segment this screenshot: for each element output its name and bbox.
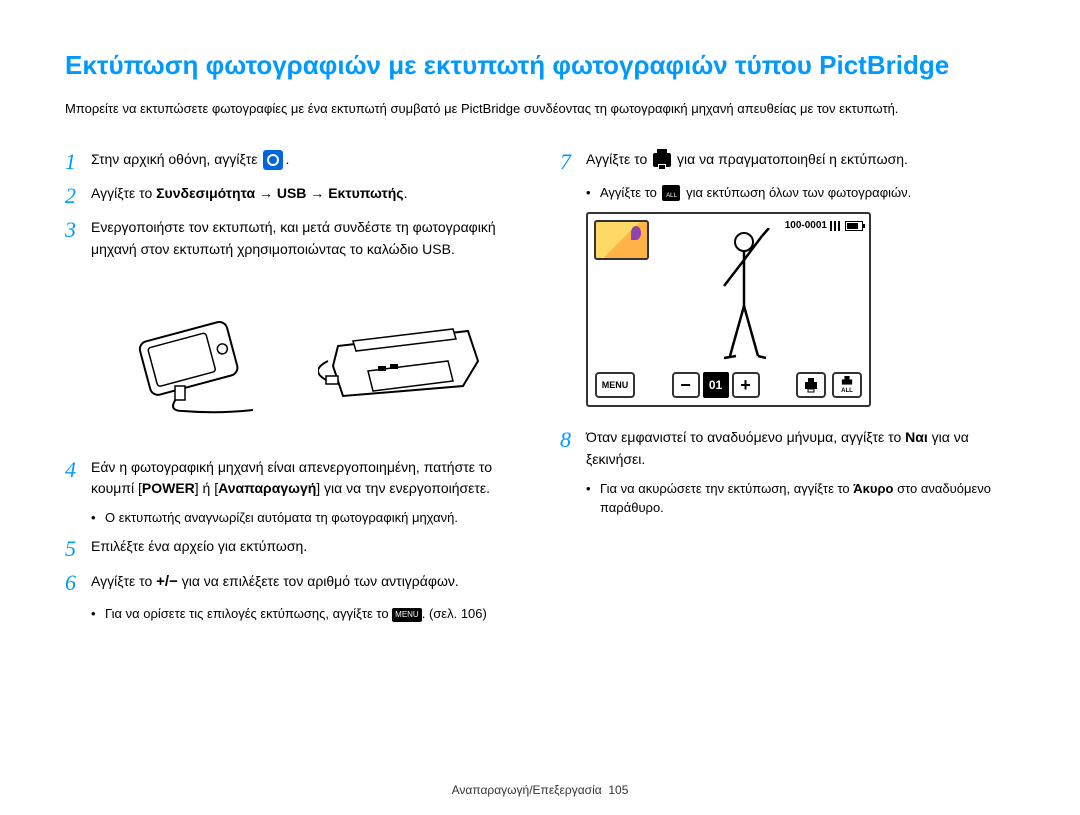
signal-icon — [830, 221, 842, 231]
connection-diagram — [91, 271, 520, 441]
step-text: Όταν εμφανιστεί το αναδυόμενο μήνυμα, αγ… — [586, 427, 1015, 470]
step-number: 5 — [65, 536, 91, 562]
bullet-dot: • — [91, 508, 105, 528]
step-text: Στην αρχική οθόνη, αγγίξτε . — [91, 149, 520, 171]
t: ] ή [ — [195, 480, 218, 496]
battery-icon — [845, 221, 863, 231]
step-3: 3 Ενεργοποιήστε τον εκτυπωτή, και μετά σ… — [65, 217, 520, 260]
step-number: 7 — [560, 149, 586, 175]
step-number: 2 — [65, 183, 91, 209]
bullet: • Αγγίξτε το ALL για εκτύπωση όλων των φ… — [586, 183, 1015, 203]
bullet: • Για να ακυρώσετε την εκτύπωση, αγγίξτε… — [586, 479, 1015, 518]
footer-section: Αναπαραγωγή/Επεξεργασία — [452, 783, 602, 797]
bullet-dot: • — [586, 479, 600, 518]
print-all-icon: ALL — [662, 185, 680, 201]
step-text: Αγγίξτε το Συνδεσιμότητα → USB → Εκτυπωτ… — [91, 183, 520, 205]
step-4: 4 Εάν η φωτογραφική μηχανή είναι απενεργ… — [65, 457, 520, 500]
lcd-count-display: 01 — [703, 372, 729, 398]
step-number: 6 — [65, 570, 91, 596]
step-6: 6 Αγγίξτε το +/− για να επιλέξετε τον αρ… — [65, 570, 520, 596]
step-text: Ενεργοποιήστε τον εκτυπωτή, και μετά συν… — [91, 217, 520, 260]
step-suffix: . — [404, 185, 408, 201]
lcd-print-button[interactable] — [796, 372, 826, 398]
step-number: 1 — [65, 149, 91, 175]
lcd-menu-button[interactable]: MENU — [595, 372, 635, 398]
t: POWER — [142, 480, 195, 496]
step-bold: Συνδεσιμότητα → USB → Εκτυπωτής — [156, 185, 403, 201]
settings-icon — [263, 150, 283, 170]
t: Αγγίξτε το — [600, 185, 660, 200]
t: για εκτύπωση όλων των φωτογραφιών. — [682, 185, 911, 200]
step-number: 4 — [65, 457, 91, 483]
step-7: 7 Αγγίξτε το για να πραγματοποιηθεί η εκ… — [560, 149, 1015, 175]
t: Όταν εμφανιστεί το αναδυόμενο μήνυμα, αγ… — [586, 429, 905, 445]
step-6-bullets: • Για να ορίσετε τις επιλογές εκτύπωσης,… — [91, 604, 520, 624]
bullet: • Ο εκτυπωτής αναγνωρίζει αυτόματα τη φω… — [91, 508, 520, 528]
lcd-preview: 100-0001 MENU — [586, 212, 871, 407]
lcd-print-group: ALL — [796, 372, 862, 398]
lcd-file-info: 100-0001 — [785, 220, 863, 231]
printer-illustration — [318, 311, 488, 401]
step-text: Εάν η φωτογραφική μηχανή είναι απενεργοπ… — [91, 457, 520, 500]
t: για να πραγματοποιηθεί η εκτύπωση. — [673, 151, 908, 167]
printer-icon — [653, 153, 671, 167]
lcd-photo-figure — [714, 228, 774, 363]
step-number: 8 — [560, 427, 586, 453]
step-text: Επιλέξτε ένα αρχείο για εκτύπωση. — [91, 536, 520, 558]
file-number: 100-0001 — [785, 220, 827, 231]
t: . (σελ. 106) — [422, 606, 487, 621]
page-footer: Αναπαραγωγή/Επεξεργασία 105 — [0, 783, 1080, 797]
bullet-dot: • — [91, 604, 105, 624]
bullet-text: Για να ακυρώσετε την εκτύπωση, αγγίξτε τ… — [600, 479, 1015, 518]
t: Για να ορίσετε τις επιλογές εκτύπωσης, α… — [105, 606, 392, 621]
t: ] για να την ενεργοποιήσετε. — [316, 480, 490, 496]
step-1: 1 Στην αρχική οθόνη, αγγίξτε . — [65, 149, 520, 175]
step-7-bullets: • Αγγίξτε το ALL για εκτύπωση όλων των φ… — [586, 183, 1015, 203]
plus-minus-icon: +/− — [156, 573, 178, 590]
t: Άκυρο — [853, 481, 893, 496]
content-columns: 1 Στην αρχική οθόνη, αγγίξτε . 2 Αγγίξτε… — [65, 149, 1015, 632]
t: Για να ακυρώσετε την εκτύπωση, αγγίξτε τ… — [600, 481, 853, 496]
step-text: Αγγίξτε το +/− για να επιλέξετε τον αριθ… — [91, 570, 520, 593]
left-column: 1 Στην αρχική οθόνη, αγγίξτε . 2 Αγγίξτε… — [65, 149, 520, 632]
lcd-minus-button[interactable]: − — [672, 372, 700, 398]
bullet-text: Για να ορίσετε τις επιλογές εκτύπωσης, α… — [105, 604, 487, 624]
step-text-span: Στην αρχική οθόνη, αγγίξτε — [91, 151, 261, 167]
step-4-bullets: • Ο εκτυπωτής αναγνωρίζει αυτόματα τη φω… — [91, 508, 520, 528]
lcd-print-all-button[interactable]: ALL — [832, 372, 862, 398]
lcd-plus-button[interactable]: + — [732, 372, 760, 398]
t: Αγγίξτε το — [586, 151, 651, 167]
right-column: 7 Αγγίξτε το για να πραγματοποιηθεί η εκ… — [560, 149, 1015, 632]
step-5: 5 Επιλέξτε ένα αρχείο για εκτύπωση. — [65, 536, 520, 562]
all-label: ALL — [841, 388, 853, 394]
step-8-bullets: • Για να ακυρώσετε την εκτύπωση, αγγίξτε… — [586, 479, 1015, 518]
step-2: 2 Αγγίξτε το Συνδεσιμότητα → USB → Εκτυπ… — [65, 183, 520, 209]
bullet: • Για να ορίσετε τις επιλογές εκτύπωσης,… — [91, 604, 520, 624]
step-number: 3 — [65, 217, 91, 243]
step-text: Αγγίξτε το για να πραγματοποιηθεί η εκτύ… — [586, 149, 1015, 171]
t: για να επιλέξετε τον αριθμό των αντιγράφ… — [178, 573, 459, 589]
t: Αγγίξτε το — [91, 573, 156, 589]
lcd-thumbnail — [594, 220, 649, 260]
bullet-text: Αγγίξτε το ALL για εκτύπωση όλων των φωτ… — [600, 183, 911, 203]
step-8: 8 Όταν εμφανιστεί το αναδυόμενο μήνυμα, … — [560, 427, 1015, 470]
step-prefix: Αγγίξτε το — [91, 185, 156, 201]
footer-page-number: 105 — [608, 783, 628, 797]
t: Ναι — [905, 429, 928, 445]
bullet-text: Ο εκτυπωτής αναγνωρίζει αυτόματα τη φωτο… — [105, 508, 458, 528]
bullet-dot: • — [586, 183, 600, 203]
camera-illustration — [123, 316, 253, 396]
lcd-counter-group: − 01 + — [672, 372, 760, 398]
menu-icon: MENU — [392, 608, 422, 622]
page-title: Εκτύπωση φωτογραφιών με εκτυπωτή φωτογρα… — [65, 50, 1015, 81]
t: Αναπαραγωγή — [218, 480, 316, 496]
intro-text: Μπορείτε να εκτυπώσετε φωτογραφίες με έν… — [65, 99, 1015, 119]
lcd-button-row: MENU − 01 + ALL — [595, 372, 862, 398]
